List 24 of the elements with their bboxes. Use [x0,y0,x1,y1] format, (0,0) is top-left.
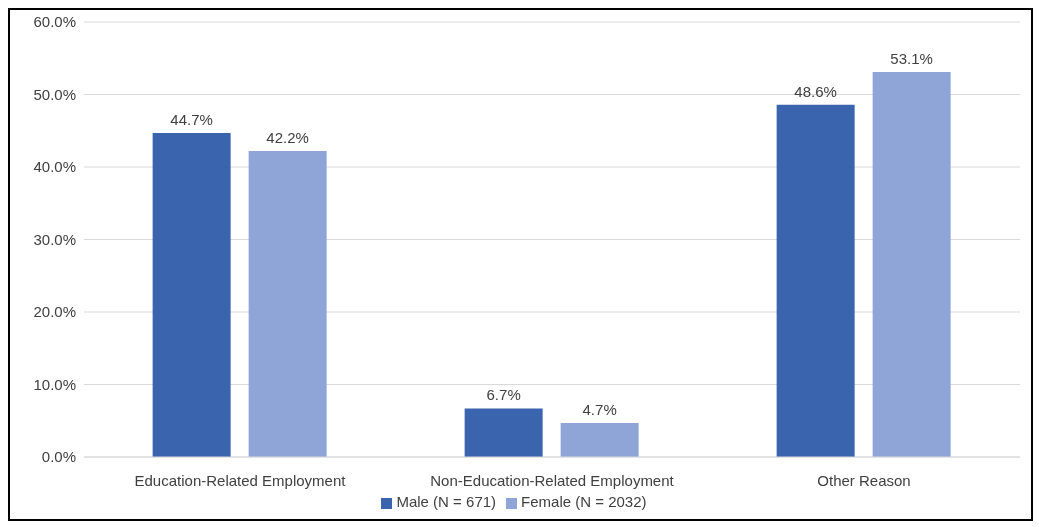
data-label: 48.6% [794,82,837,100]
data-label: 6.7% [486,386,521,404]
data-label: 4.7% [582,400,617,418]
bar [776,104,855,457]
data-label: 44.7% [170,110,213,128]
x-tick-label: Other Reason [817,471,911,489]
bar [464,408,543,457]
bar [872,72,951,457]
y-tick-label: 40.0% [33,158,76,176]
x-tick-label: Non-Education-Related Employment [430,471,675,489]
legend-label: Female (N = 2032) [521,493,647,510]
legend-label: Male (N = 671) [396,493,497,510]
y-tick-label: 60.0% [33,13,76,31]
y-tick-label: 50.0% [33,85,76,103]
data-label: 42.2% [266,129,309,147]
y-tick-label: 20.0% [33,303,76,321]
x-tick-label: Education-Related Employment [134,471,347,489]
data-label: 53.1% [890,50,933,68]
bar [560,422,639,457]
bar [152,132,231,457]
y-tick-label: 10.0% [33,375,76,393]
y-tick-label: 0.0% [41,448,76,466]
y-tick-label: 30.0% [33,230,76,248]
bar [248,151,327,457]
